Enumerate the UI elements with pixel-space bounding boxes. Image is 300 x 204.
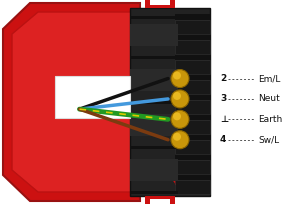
Bar [175, 74, 210, 80]
Bar [175, 174, 210, 180]
Bar [175, 54, 210, 60]
Text: Earth: Earth [258, 115, 282, 124]
Bar [175, 94, 210, 100]
Bar [130, 16, 178, 19]
Polygon shape [3, 3, 140, 201]
Polygon shape [145, 0, 175, 8]
Text: 2: 2 [220, 74, 226, 83]
Bar [175, 80, 210, 94]
Bar [55, 76, 130, 118]
Circle shape [171, 70, 189, 88]
Circle shape [173, 72, 181, 80]
Circle shape [173, 112, 181, 120]
Bar [175, 14, 210, 20]
Bar [130, 8, 210, 196]
Bar [175, 34, 210, 40]
Bar [175, 60, 210, 74]
Bar [175, 100, 210, 114]
Bar [175, 154, 210, 160]
Bar [175, 114, 210, 120]
Bar [130, 159, 178, 181]
Bar [175, 140, 210, 154]
Circle shape [171, 131, 189, 149]
Text: Em/L: Em/L [258, 74, 280, 83]
Bar [130, 146, 178, 149]
Bar [175, 120, 210, 134]
Bar [130, 101, 178, 104]
Bar [130, 24, 178, 46]
Bar [175, 20, 210, 34]
Bar [175, 180, 210, 194]
Bar [175, 134, 210, 140]
Text: Neut: Neut [258, 94, 280, 103]
Circle shape [171, 110, 189, 128]
Bar [130, 56, 178, 59]
Circle shape [173, 92, 181, 100]
Text: 3: 3 [220, 94, 226, 103]
Bar [175, 40, 210, 54]
Text: ⊥: ⊥ [220, 115, 228, 124]
Polygon shape [145, 196, 175, 204]
Circle shape [171, 90, 189, 108]
Text: Sw/L: Sw/L [258, 135, 279, 144]
Circle shape [173, 133, 181, 141]
Polygon shape [12, 12, 132, 192]
Bar [130, 114, 178, 136]
Bar [130, 69, 178, 91]
Text: 4: 4 [220, 135, 226, 144]
Bar [130, 191, 178, 194]
Bar [175, 160, 210, 174]
